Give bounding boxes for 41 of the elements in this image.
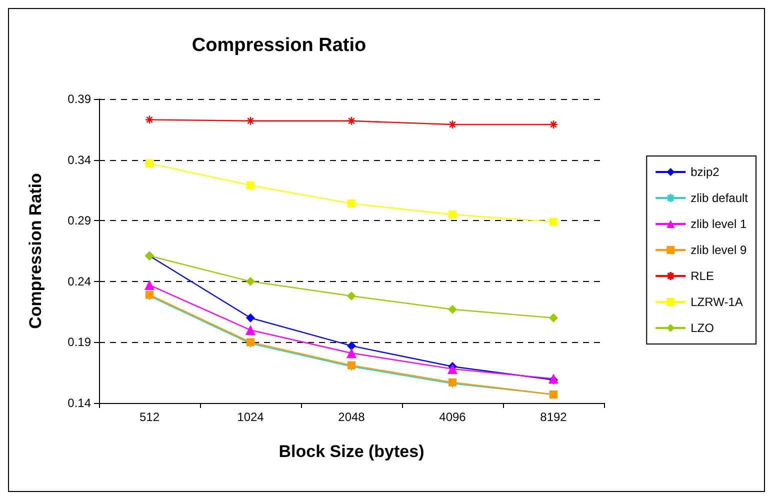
point bbox=[346, 116, 356, 126]
point bbox=[246, 276, 255, 286]
point bbox=[550, 218, 558, 226]
x-tick-label: 8192 bbox=[540, 410, 568, 424]
y-tick-label: 0.29 bbox=[68, 214, 92, 228]
point bbox=[246, 181, 254, 190]
point bbox=[448, 364, 458, 374]
point bbox=[346, 348, 356, 358]
legend-label: zlib default bbox=[690, 191, 749, 205]
x-tick-label: 512 bbox=[139, 410, 160, 424]
point bbox=[146, 159, 154, 168]
x-axis-title: Block Size (bytes) bbox=[278, 442, 424, 461]
point bbox=[549, 313, 558, 322]
point bbox=[246, 325, 256, 336]
y-tick-label: 0.39 bbox=[68, 92, 92, 106]
x-tick-label: 2048 bbox=[338, 410, 366, 424]
legend-label: RLE bbox=[690, 269, 714, 283]
point bbox=[347, 341, 356, 350]
point bbox=[144, 115, 154, 124]
legend-label: zlib level 1 bbox=[690, 217, 747, 231]
chart-title: Compression Ratio bbox=[192, 35, 366, 56]
x-tick-label: 1024 bbox=[237, 410, 264, 424]
point bbox=[448, 210, 456, 219]
point bbox=[448, 120, 458, 130]
point bbox=[348, 200, 356, 208]
legend-label: LZO bbox=[690, 321, 714, 335]
y-tick-label: 0.34 bbox=[68, 152, 92, 167]
y-axis-title: Compression Ratio bbox=[26, 173, 45, 329]
point bbox=[448, 304, 457, 314]
point bbox=[347, 291, 356, 300]
point bbox=[246, 116, 256, 126]
point bbox=[548, 120, 558, 130]
legend-label: LZRW-1A bbox=[690, 295, 743, 309]
legend-label: bzip2 bbox=[690, 165, 720, 179]
point bbox=[144, 280, 154, 290]
point bbox=[246, 313, 255, 322]
legend-label: zlib level 9 bbox=[690, 243, 747, 257]
y-tick-label: 0.24 bbox=[68, 274, 92, 288]
y-tick-label: 0.19 bbox=[68, 335, 92, 350]
x-tick-label: 4096 bbox=[439, 410, 466, 424]
y-tick-label: 0.14 bbox=[68, 396, 92, 410]
